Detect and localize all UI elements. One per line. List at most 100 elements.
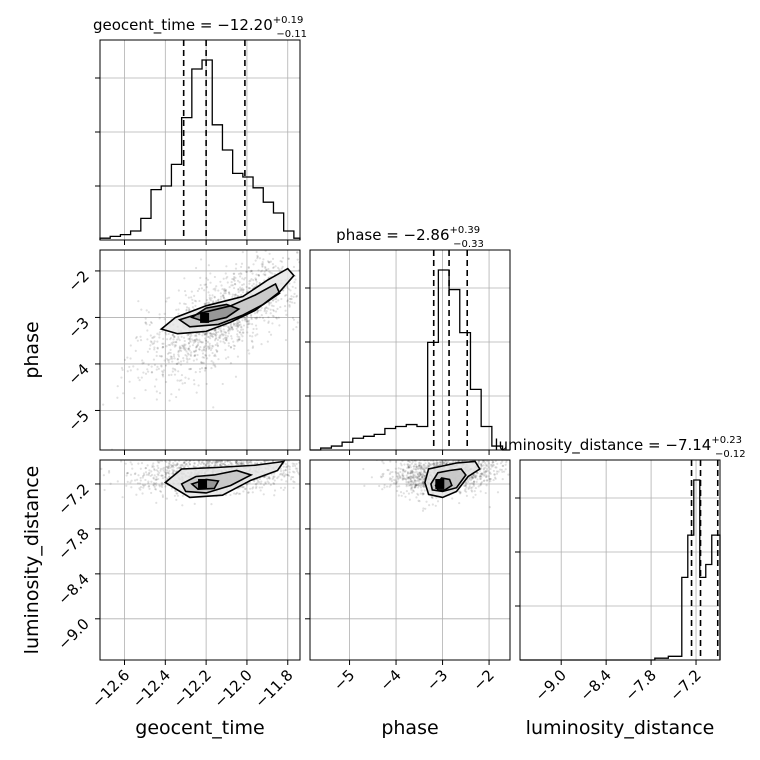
sample-point (267, 320, 270, 323)
sample-point (410, 462, 414, 465)
sample-point (151, 336, 154, 339)
sample-point (198, 367, 202, 371)
sample-point (144, 466, 147, 470)
y-tick-label: −9.0 (54, 615, 92, 653)
sample-point (458, 456, 460, 458)
sample-point (419, 473, 422, 476)
sample-point (254, 334, 257, 337)
sample-point (414, 475, 417, 479)
sample-point (406, 465, 410, 468)
sample-point (219, 298, 222, 301)
sample-point (415, 476, 418, 479)
sample-point (256, 257, 259, 260)
sample-point (228, 327, 231, 331)
sample-point (256, 316, 259, 319)
sample-point (229, 462, 232, 465)
sample-point (223, 287, 226, 291)
sample-point (289, 289, 292, 292)
sample-point (415, 483, 418, 486)
sample-point (147, 363, 150, 366)
sample-point (277, 299, 280, 302)
sample-point (190, 338, 193, 341)
sample-point (258, 281, 261, 285)
sample-point (184, 294, 187, 297)
sample-point (412, 477, 416, 480)
sample-point (140, 462, 144, 465)
sample-point (414, 484, 418, 487)
sample-point (265, 312, 268, 315)
sample-point (423, 489, 426, 492)
sample-point (173, 335, 176, 338)
sample-point (281, 256, 285, 260)
sample-point (215, 461, 218, 464)
sample-point (432, 462, 435, 465)
sample-point (266, 260, 270, 263)
sample-point (152, 483, 155, 487)
sample-point (421, 493, 424, 496)
sample-point (225, 457, 227, 459)
sample-point (222, 337, 225, 341)
sample-point (464, 481, 467, 484)
panel-2-1 (305, 460, 510, 665)
sample-point (480, 476, 483, 479)
sample-point (234, 293, 237, 296)
sample-point (482, 468, 485, 471)
sample-point (419, 465, 422, 468)
sample-point (419, 473, 422, 476)
sample-point (170, 355, 173, 358)
sample-point (278, 324, 281, 327)
sample-point (255, 250, 258, 254)
sample-point (220, 330, 223, 334)
sample-point (213, 364, 217, 367)
sample-point (272, 304, 275, 308)
sample-point (413, 485, 417, 489)
sample-point (230, 462, 233, 465)
sample-point (268, 261, 271, 264)
sample-point (194, 353, 197, 357)
sample-point (194, 371, 197, 374)
sample-point (422, 468, 425, 471)
sample-point (411, 484, 414, 487)
sample-point (265, 306, 268, 309)
sample-point (237, 290, 240, 294)
sample-point (197, 384, 200, 387)
sample-point (142, 486, 145, 489)
sample-point (463, 484, 466, 487)
sample-point (473, 480, 476, 483)
sample-point (175, 492, 178, 495)
sample-point (165, 471, 168, 474)
sample-point (187, 333, 190, 336)
sample-point (239, 331, 242, 334)
sample-point (242, 289, 245, 292)
sample-point (284, 309, 287, 312)
sample-point (463, 452, 465, 454)
sample-point (411, 481, 414, 484)
sample-point (229, 326, 232, 329)
sample-point (457, 460, 460, 463)
sample-point (418, 467, 422, 470)
sample-point (273, 472, 276, 475)
sample-point (394, 470, 397, 474)
sample-point (406, 481, 409, 484)
sample-point (268, 252, 271, 255)
sample-point (420, 471, 423, 474)
sample-point (407, 492, 411, 495)
sample-point (262, 258, 265, 261)
sample-point (227, 344, 230, 347)
sample-point (215, 337, 218, 340)
sample-point (471, 477, 475, 480)
sample-point (238, 331, 241, 334)
sample-point (192, 350, 196, 353)
sample-point (302, 296, 304, 298)
sample-point (235, 491, 239, 495)
contour-line-0 (163, 460, 286, 499)
sample-point (169, 355, 172, 358)
sample-point (429, 464, 432, 467)
sample-point (213, 333, 216, 336)
sample-point (189, 335, 192, 338)
sample-point (470, 476, 473, 479)
sample-point (469, 479, 472, 482)
sample-point (228, 453, 230, 455)
sample-point (292, 470, 295, 473)
sample-point (293, 243, 295, 245)
